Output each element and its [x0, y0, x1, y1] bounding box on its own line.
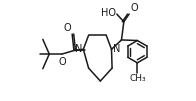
- Text: HO: HO: [101, 8, 116, 18]
- Text: O: O: [58, 57, 66, 67]
- Text: N: N: [113, 44, 120, 54]
- Text: O: O: [63, 23, 71, 33]
- Text: O: O: [130, 3, 138, 13]
- Text: N: N: [75, 44, 82, 54]
- Text: CH₃: CH₃: [129, 74, 146, 83]
